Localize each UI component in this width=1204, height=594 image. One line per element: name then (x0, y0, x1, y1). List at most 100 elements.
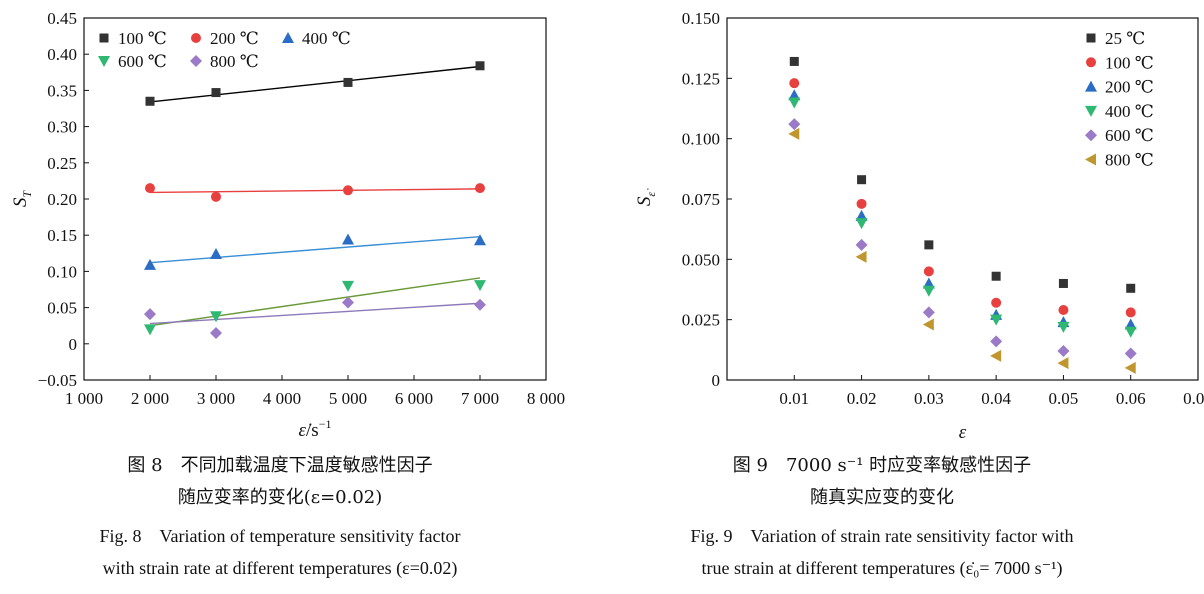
fit-line (149, 188, 481, 194)
y-tick-label: 0.30 (47, 118, 77, 137)
legend-marker (1085, 129, 1097, 142)
x-tick-label: 0.03 (914, 389, 944, 408)
fig9-caption-en-line2: true strain at different temperatures (ε… (701, 558, 1063, 578)
legend-marker (1086, 33, 1096, 43)
data-point (924, 240, 934, 250)
legend-marker (1085, 105, 1097, 117)
legend-label: 100 ℃ (118, 29, 167, 48)
data-point (342, 280, 354, 292)
data-point (474, 298, 486, 311)
data-point (210, 326, 222, 339)
data-point (144, 324, 156, 336)
x-tick-label: 4 000 (263, 389, 301, 408)
data-point (990, 314, 1003, 326)
data-point (788, 127, 800, 140)
data-point (145, 96, 155, 106)
y-tick-label: 0.15 (47, 226, 77, 245)
legend-marker (1085, 80, 1097, 92)
data-point (210, 311, 222, 323)
legend-marker (98, 56, 110, 67)
data-point (1057, 345, 1070, 358)
data-point (474, 234, 486, 246)
y-tick-label: 0 (712, 371, 721, 390)
y-tick-label: 0.05 (47, 299, 77, 318)
data-point (922, 318, 934, 331)
x-tick-label: 5 000 (329, 389, 367, 408)
y-tick-label: 0.35 (47, 81, 77, 100)
data-point (788, 118, 801, 131)
y-tick-label: 0.125 (682, 69, 720, 88)
legend-label: 600 ℃ (1105, 126, 1154, 145)
y-tick-label: 0.25 (47, 154, 77, 173)
legend-label: 200 ℃ (1105, 78, 1154, 97)
y-tick-label: −0.05 (38, 371, 77, 390)
data-point (788, 97, 801, 109)
x-tick-label: 6 000 (395, 389, 433, 408)
data-point (343, 77, 353, 87)
legend-marker (1085, 153, 1096, 166)
data-point (1058, 278, 1068, 288)
legend-label: 600 ℃ (118, 52, 167, 71)
figure-8: −0.05 0 0.05 0.10 0.15 0.20 0.25 0.30 0.35 0.40 0.… (0, 0, 602, 578)
fig8-caption-zh-line2: 随应变率的变化(ε=0.02) (177, 487, 383, 508)
x-axis-label: ε̇/s−1 (299, 417, 332, 441)
fig8-caption: 图 8 不同加载温度下温度敏感性因子 随应变率的变化(ε=0.02) Fig. … (0, 450, 560, 584)
data-point (1124, 347, 1137, 360)
data-point (342, 296, 354, 309)
legend-label: 200 ℃ (210, 29, 259, 48)
x-tick-label: 0.04 (981, 389, 1011, 408)
x-tick-label: 1 000 (65, 389, 103, 408)
fit-line (149, 65, 481, 103)
x-tick-label: 8 000 (527, 389, 565, 408)
data-point (211, 191, 221, 202)
fig9-caption: 图 9 7000 s⁻¹ 时应变率敏感性因子 随真实应变的变化 Fig. 9 V… (602, 450, 1162, 584)
x-tick-label: 0.01 (779, 389, 809, 408)
data-point (1124, 326, 1137, 338)
fig9-caption-zh-line1: 图 9 7000 s⁻¹ 时应变率敏感性因子 (732, 455, 1032, 476)
legend-marker (190, 55, 202, 67)
data-point (474, 280, 486, 292)
data-point (475, 61, 485, 71)
data-point (857, 175, 867, 185)
x-tick-label: 0.05 (1049, 389, 1079, 408)
data-point (144, 258, 156, 270)
y-tick-label: 0.075 (682, 190, 720, 209)
data-point (1058, 305, 1069, 316)
x-axis-label-unit: /s (306, 420, 319, 441)
y-tick-label: 0.050 (682, 250, 720, 269)
y-tick-label: 0.150 (682, 9, 720, 28)
data-point (990, 349, 1002, 362)
data-point (342, 233, 354, 245)
data-point (855, 238, 868, 251)
fig9-caption-en-line1: Fig. 9 Variation of strain rate sensitiv… (690, 526, 1074, 546)
x-tick-label: 0.06 (1116, 389, 1146, 408)
fit-line (149, 277, 481, 327)
y-axis-label-sub: T (20, 190, 34, 198)
y-axis-label: Sε̇ (634, 188, 658, 206)
data-point (922, 285, 935, 297)
legend-label: 400 ℃ (1105, 102, 1154, 121)
x-tick-label: 0.07 (1183, 389, 1204, 408)
legend-marker (1086, 57, 1096, 68)
y-axis-label-symbol: S (10, 197, 31, 207)
y-tick-label: 0.20 (47, 190, 77, 209)
y-tick-label: 0.100 (682, 130, 720, 149)
fig8-caption-en-line1: Fig. 8 Variation of temperature sensitiv… (99, 526, 461, 546)
data-point (922, 306, 935, 319)
y-tick-label: 0 (69, 335, 78, 354)
fig9-caption-zh-line2: 随真实应变的变化 (810, 487, 954, 508)
data-point (856, 198, 867, 209)
legend-label: 800 ℃ (210, 52, 259, 71)
data-point (475, 183, 485, 194)
data-point (855, 218, 868, 230)
y-tick-label: 0.025 (682, 311, 720, 330)
data-point (343, 185, 353, 196)
y-tick-label: 0.10 (47, 262, 77, 281)
data-point (1057, 321, 1070, 333)
fig8-chart: −0.05 0 0.05 0.10 0.15 0.20 0.25 0.30 0.35 0.40 0.… (10, 9, 565, 441)
y-axis-label: ST (10, 190, 34, 208)
data-point (789, 56, 799, 66)
legend-marker (99, 33, 109, 43)
data-point (211, 88, 221, 98)
data-point (1126, 283, 1136, 293)
